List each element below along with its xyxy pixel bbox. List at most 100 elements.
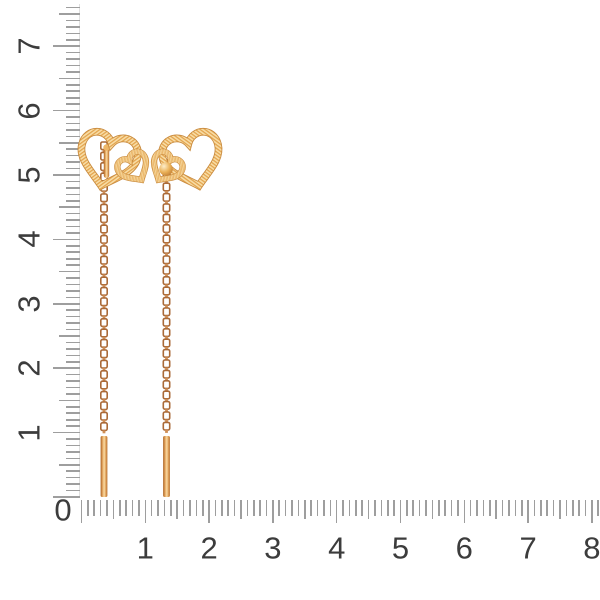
ruler-tick: [59, 335, 80, 337]
left-earring-hearts: [73, 129, 154, 193]
chain-link: [100, 390, 109, 401]
chain-joint: [102, 305, 106, 309]
ruler-tick: [66, 193, 80, 196]
ruler-tick: [201, 499, 204, 516]
chain-link: [100, 224, 109, 234]
chain-link: [100, 214, 109, 224]
chain-joint: [102, 430, 106, 434]
ruler-tick: [66, 360, 80, 363]
ruler-tick: [195, 499, 198, 516]
chain-link: [100, 255, 109, 265]
ruler-tick: [150, 499, 153, 516]
chain-link: [162, 327, 171, 338]
chain-joint: [165, 294, 168, 298]
ruler-tick: [66, 348, 80, 350]
ruler-tick: [59, 77, 80, 80]
ruler-tick: [66, 103, 80, 105]
chain-link: [162, 359, 171, 369]
chain-link: [162, 421, 171, 431]
ruler-tick: [66, 444, 80, 447]
chain-link: [100, 380, 109, 390]
ruler-tick: [412, 499, 415, 516]
chain-link: [162, 255, 171, 265]
chain-joint: [165, 284, 168, 288]
horizontal-ruler-label-6: 6: [455, 530, 473, 566]
chain-joint: [165, 315, 168, 319]
chain-joint: [165, 430, 168, 433]
ruler-tick: [233, 499, 236, 516]
chain-joint: [165, 367, 168, 371]
ruler-tick: [66, 122, 80, 125]
chain-link: [162, 317, 171, 327]
chain-link: [100, 307, 109, 317]
ruler-tick: [106, 499, 108, 516]
ruler-tick: [66, 129, 80, 131]
ruler-tick: [393, 499, 395, 516]
ruler-tick: [66, 251, 80, 254]
ruler-tick: [297, 499, 300, 516]
chain-joint: [165, 336, 168, 340]
ruler-tick: [182, 499, 185, 516]
ruler-tick: [176, 499, 178, 519]
ruler-tick: [66, 245, 80, 247]
ruler-tick: [66, 148, 80, 151]
chain-joint: [102, 191, 106, 195]
ruler-tick: [66, 32, 80, 35]
ruler-tick: [252, 499, 255, 516]
ruler-tick: [310, 499, 312, 516]
chain-joint: [102, 347, 106, 351]
chain-link: [162, 286, 171, 296]
ruler-tick: [597, 499, 600, 516]
ruler-tick: [59, 399, 80, 402]
ruler-tick: [66, 6, 80, 9]
ruler-tick: [380, 499, 383, 516]
ruler-tick: [66, 219, 80, 221]
chain-joint: [102, 388, 106, 392]
ruler-tick: [59, 13, 80, 15]
ruler-tick: [469, 499, 472, 516]
chain-link: [162, 400, 171, 411]
ruler-tick: [66, 290, 80, 292]
ruler-tick: [571, 499, 574, 516]
ruler-tick: [66, 58, 80, 60]
ruler-tick: [59, 142, 80, 144]
chain-joint: [165, 326, 168, 329]
ruler-tick: [66, 418, 80, 421]
chain-joint: [165, 305, 168, 309]
chain-link: [162, 224, 171, 234]
ruler-tick: [418, 499, 421, 516]
chain-joint: [165, 190, 168, 194]
chain-link: [100, 349, 109, 359]
chain-joint: [102, 368, 106, 371]
chain-link: [162, 296, 171, 307]
chain-link: [162, 338, 171, 348]
chain-joint: [102, 264, 106, 267]
ruler-tick: [227, 499, 230, 516]
chain-joint: [165, 263, 168, 267]
ruler-tick: [444, 499, 446, 516]
ruler-tick: [66, 393, 80, 395]
ruler-tick: [125, 499, 127, 516]
chain-link: [100, 338, 109, 349]
ruler-tick: [552, 499, 555, 516]
ruler-tick: [66, 380, 80, 382]
chain-joint: [165, 274, 168, 277]
ruler-tick: [278, 499, 281, 516]
ruler-tick: [59, 464, 80, 466]
ruler-tick: [584, 499, 587, 516]
chain-link: [162, 244, 171, 255]
chain-joint: [102, 326, 106, 330]
ruler-tick: [53, 45, 80, 47]
ruler-tick: [66, 96, 80, 99]
ruler-tick: [246, 499, 249, 516]
ruler-tick: [591, 499, 593, 523]
ruler-tick: [66, 64, 80, 67]
ruler-tick: [59, 206, 80, 208]
ruler-tick: [546, 499, 549, 516]
chain-link: [100, 317, 109, 328]
ruler-tick: [533, 499, 536, 516]
horizontal-ruler-label-8: 8: [583, 530, 600, 566]
chain-link: [100, 421, 109, 432]
